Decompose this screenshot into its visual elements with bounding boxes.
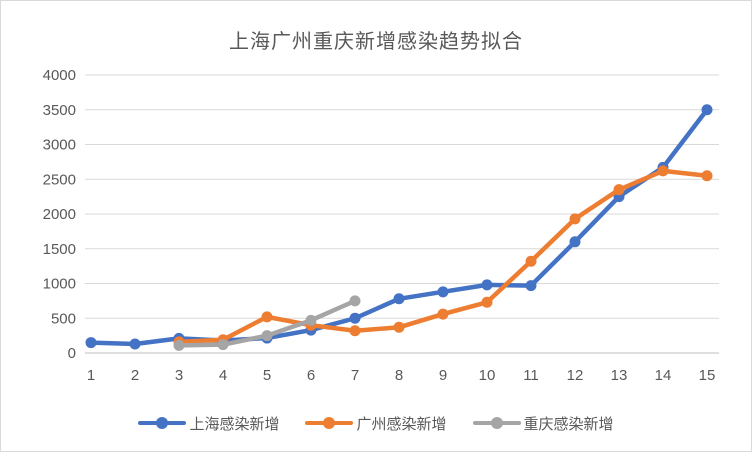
x-tick-label: 7 [351,367,359,384]
data-point-shanghai[interactable] [129,338,141,350]
data-point-guangzhou[interactable] [261,311,273,323]
y-tick-label: 0 [68,345,76,362]
y-tick-label: 2500 [43,171,76,188]
data-point-guangzhou[interactable] [569,213,581,225]
y-tick-label: 4000 [43,67,76,84]
legend-line-marker-icon [472,417,521,429]
legend-item-chongqing[interactable]: 重庆感染新增 [472,413,614,434]
data-point-shanghai[interactable] [393,293,405,305]
y-tick-label: 2000 [43,206,76,223]
data-point-chongqing[interactable] [305,314,317,326]
data-point-shanghai[interactable] [349,312,361,324]
data-point-shanghai[interactable] [85,337,97,349]
y-tick-label: 3000 [43,137,76,154]
data-point-chongqing[interactable] [173,339,185,351]
x-tick-label: 6 [307,367,315,384]
y-tick-label: 500 [51,310,76,327]
x-tick-label: 5 [263,367,271,384]
data-point-shanghai[interactable] [481,279,493,291]
data-point-shanghai[interactable] [525,280,537,292]
x-tick-label: 15 [699,367,716,384]
x-tick-label: 11 [523,367,539,384]
chart-title: 上海广州重庆新增感染趋势拟合 [229,31,523,53]
y-tick-label: 3500 [43,102,76,119]
data-point-chongqing[interactable] [217,339,229,351]
x-tick-label: 2 [131,367,139,384]
x-tick-label: 13 [611,367,628,384]
legend-item-guangzhou[interactable]: 广州感染新增 [305,413,447,434]
x-tick-label: 12 [567,367,584,384]
data-point-guangzhou[interactable] [481,296,493,308]
data-point-chongqing[interactable] [349,295,361,307]
data-point-guangzhou[interactable] [437,308,449,320]
x-tick-label: 8 [395,367,403,384]
data-point-guangzhou[interactable] [701,170,713,182]
legend-line-marker-icon [138,417,187,429]
legend-label-guangzhou: 广州感染新增 [356,415,447,433]
data-point-shanghai[interactable] [437,286,449,298]
legend-label-chongqing: 重庆感染新增 [523,415,614,433]
data-point-guangzhou[interactable] [657,165,669,177]
data-point-guangzhou[interactable] [525,255,537,267]
legend-line-marker-icon [305,417,354,429]
data-point-guangzhou[interactable] [349,325,361,337]
chart-legend: 上海感染新增 广州感染新增 重庆感染新增 [1,407,751,439]
x-tick-label: 10 [479,367,496,384]
data-point-shanghai[interactable] [569,236,581,248]
x-tick-label: 14 [655,367,672,384]
data-point-guangzhou[interactable] [613,184,625,196]
data-point-chongqing[interactable] [261,330,273,342]
x-tick-label: 3 [175,367,183,384]
x-tick-label: 1 [87,367,95,384]
y-tick-label: 1500 [43,241,76,258]
x-tick-label: 9 [439,367,447,384]
data-point-guangzhou[interactable] [393,321,405,333]
legend-item-shanghai[interactable]: 上海感染新增 [138,413,279,434]
x-tick-label: 4 [219,367,227,384]
legend-label-shanghai: 上海感染新增 [189,415,280,433]
y-tick-label: 1000 [43,276,76,293]
data-point-shanghai[interactable] [701,104,713,116]
